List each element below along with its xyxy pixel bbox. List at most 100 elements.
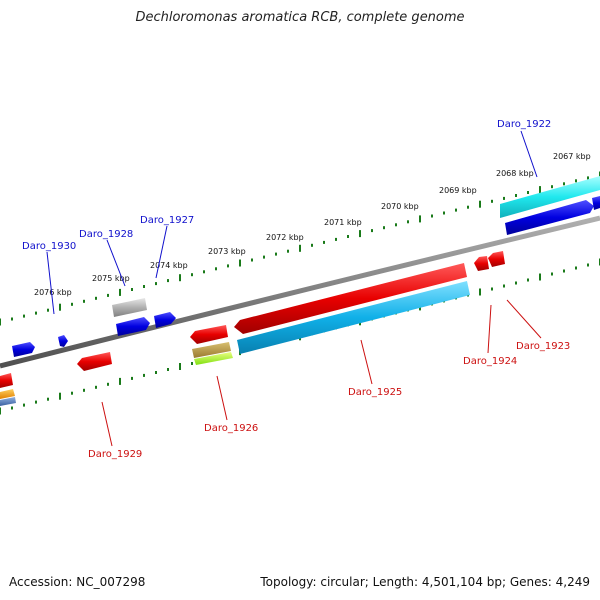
minor-tick	[575, 179, 577, 183]
gene-label[interactable]: Daro_1926	[204, 423, 258, 434]
major-tick	[59, 303, 61, 311]
minor-tick	[95, 296, 97, 300]
gene-arrow[interactable]	[194, 352, 233, 365]
minor-tick	[455, 208, 457, 212]
major-tick	[359, 230, 361, 238]
major-tick	[0, 407, 1, 415]
leader-line	[106, 239, 126, 287]
minor-tick	[11, 317, 13, 321]
minor-tick	[47, 397, 49, 401]
accession-text: Accession: NC_007298	[9, 575, 146, 589]
gene-arrow[interactable]	[58, 335, 68, 347]
minor-tick	[551, 272, 553, 276]
gene-arrow[interactable]	[0, 373, 13, 388]
gene-label[interactable]: Daro_1924	[463, 356, 517, 367]
major-tick	[539, 273, 541, 281]
minor-tick	[71, 302, 73, 306]
minor-tick	[23, 403, 25, 407]
minor-tick	[515, 281, 517, 285]
gene-arrow[interactable]	[234, 263, 467, 334]
leader-line	[216, 375, 228, 421]
minor-tick	[287, 249, 289, 253]
major-tick	[419, 215, 421, 223]
scale-label: 2075 kbp	[92, 274, 130, 283]
gene-arrow[interactable]	[192, 342, 231, 358]
minor-tick	[47, 308, 49, 312]
minor-tick	[395, 223, 397, 227]
minor-tick	[563, 269, 565, 273]
gene-arrow[interactable]	[190, 325, 228, 344]
leader-line	[360, 339, 373, 385]
minor-tick	[275, 252, 277, 256]
major-tick	[179, 274, 181, 282]
minor-tick	[575, 266, 577, 270]
gene-arrow[interactable]	[592, 196, 600, 210]
scale-label: 2076 kbp	[34, 288, 72, 297]
gene-arrow[interactable]	[0, 397, 16, 406]
minor-tick	[215, 267, 217, 271]
gene-arrow[interactable]	[116, 317, 150, 336]
gene-arrow[interactable]	[112, 298, 147, 317]
minor-tick	[227, 264, 229, 268]
leader-line	[520, 130, 538, 178]
gene-arrow[interactable]	[500, 176, 600, 218]
minor-tick	[407, 220, 409, 224]
minor-tick	[167, 279, 169, 283]
minor-tick	[491, 199, 493, 203]
minor-tick	[491, 287, 493, 291]
minor-tick	[131, 376, 133, 380]
gene-label[interactable]: Daro_1928	[79, 229, 133, 240]
map-title: Dechloromonas aromatica RCB, complete ge…	[135, 10, 465, 25]
gene-label[interactable]: Daro_1923	[516, 341, 570, 352]
scale-ticks-forward	[0, 171, 600, 326]
minor-tick	[143, 373, 145, 377]
minor-tick	[323, 240, 325, 244]
major-tick	[179, 363, 181, 370]
gene-labels: Daro_1930 Daro_1928 Daro_1927 Daro_1922 …	[22, 119, 570, 460]
forward-genes	[12, 176, 600, 357]
gene-arrow[interactable]	[488, 251, 505, 267]
minor-tick	[83, 299, 85, 303]
gene-label[interactable]: Daro_1925	[348, 387, 402, 398]
scale-label: 2070 kbp	[381, 202, 419, 211]
gene-arrow[interactable]	[12, 342, 35, 357]
minor-tick	[551, 185, 553, 189]
major-tick	[119, 377, 121, 385]
major-tick	[479, 288, 481, 296]
gene-arrow[interactable]	[0, 389, 15, 399]
minor-tick	[515, 194, 517, 197]
minor-tick	[143, 285, 145, 288]
major-tick	[299, 244, 301, 252]
minor-tick	[527, 191, 529, 194]
minor-tick	[563, 182, 565, 186]
scale-label: 2072 kbp	[266, 233, 304, 242]
genome-stats: Topology: circular; Length: 4,501,104 bp…	[260, 575, 590, 589]
minor-tick	[383, 226, 385, 230]
gene-label[interactable]: Daro_1929	[88, 449, 142, 460]
scale-label: 2067 kbp	[553, 152, 591, 161]
gene-arrow[interactable]	[237, 281, 470, 354]
gene-label[interactable]: Daro_1922	[497, 119, 551, 130]
minor-tick	[83, 388, 85, 392]
gene-label[interactable]: Daro_1930	[22, 241, 76, 252]
minor-tick	[23, 314, 25, 318]
reverse-genes	[0, 251, 505, 406]
minor-tick	[95, 385, 97, 389]
gene-arrow[interactable]	[474, 256, 489, 271]
gene-arrow[interactable]	[154, 312, 176, 328]
minor-tick	[587, 176, 589, 180]
minor-tick	[107, 382, 109, 386]
minor-tick	[443, 211, 445, 215]
gene-arrow[interactable]	[505, 200, 594, 235]
major-tick	[539, 186, 541, 194]
minor-tick	[107, 293, 109, 297]
scale-label: 2068 kbp	[496, 169, 534, 178]
minor-tick	[347, 235, 349, 238]
gene-arrow[interactable]	[77, 352, 112, 371]
genome-backbone	[0, 215, 600, 369]
minor-tick	[371, 229, 373, 233]
minor-tick	[191, 362, 193, 365]
gene-label[interactable]: Daro_1927	[140, 215, 194, 226]
leader-line	[101, 401, 113, 447]
